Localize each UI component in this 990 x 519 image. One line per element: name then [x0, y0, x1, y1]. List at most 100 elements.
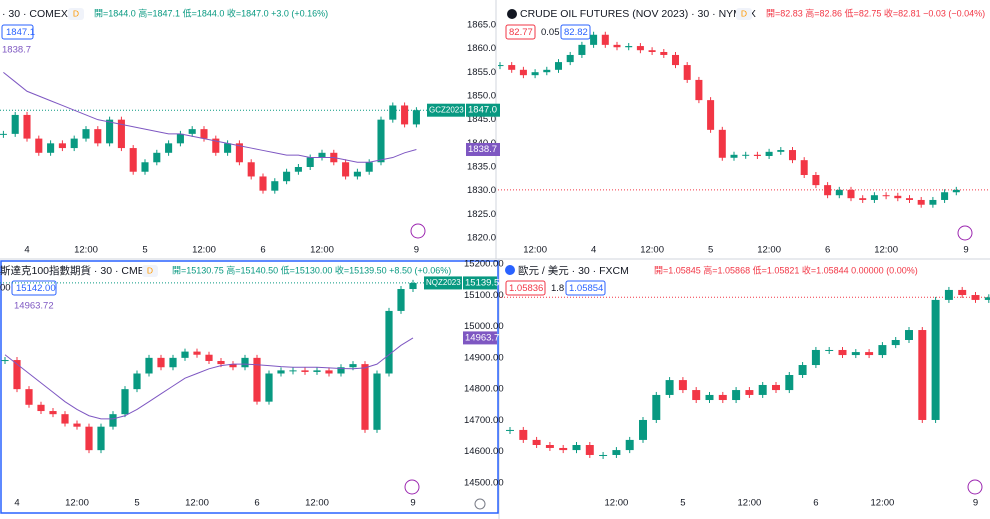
y-tick-label: 1845.0: [467, 114, 496, 125]
candle: [625, 46, 633, 48]
symbol-title[interactable]: · 30 · COMEX: [2, 8, 68, 20]
alert-icon[interactable]: [404, 479, 420, 495]
candle: [625, 439, 634, 451]
x-tick-label: 12:00: [757, 245, 781, 256]
candle: [94, 129, 102, 144]
x-tick-label: 12:00: [605, 498, 629, 509]
candle: [665, 380, 674, 395]
candle: [671, 54, 680, 66]
candle: [133, 373, 141, 390]
price-box[interactable]: [505, 280, 546, 296]
settings-icon[interactable]: [474, 498, 486, 510]
y-tick-label: 1865.0: [467, 20, 496, 31]
candle: [109, 414, 117, 427]
candle: [289, 370, 297, 372]
candle: [718, 129, 726, 158]
candle: [205, 354, 213, 361]
candle: [377, 119, 385, 163]
y-tick-label: 14900.00: [464, 352, 504, 363]
price-box[interactable]: [560, 24, 591, 40]
candle: [97, 426, 105, 451]
candle: [599, 454, 608, 456]
candle: [342, 162, 350, 177]
candle: [612, 450, 621, 455]
candle: [745, 390, 754, 395]
ma-price-tag: [463, 331, 497, 345]
candle: [812, 175, 820, 186]
alert-icon[interactable]: [957, 225, 973, 241]
price-box[interactable]: [505, 24, 536, 40]
candle: [508, 65, 516, 70]
candle: [894, 195, 902, 199]
price-box[interactable]: [1, 24, 34, 40]
candle: [578, 44, 586, 55]
candle: [554, 62, 563, 70]
alert-icon[interactable]: [967, 479, 983, 495]
candle: [865, 352, 874, 356]
candle: [318, 152, 326, 158]
candle: [247, 162, 255, 177]
price-box-text: 82.77: [509, 27, 533, 38]
candle: [683, 65, 691, 80]
candle: [905, 198, 914, 200]
plot: [0, 279, 462, 454]
x-tick-label: 4: [24, 245, 29, 256]
x-tick-label: 5: [134, 498, 139, 509]
candle: [217, 360, 225, 365]
candle: [811, 349, 820, 366]
candle: [870, 195, 878, 200]
x-tick-label: 6: [254, 498, 259, 509]
candle: [636, 46, 644, 51]
candle: [385, 310, 393, 374]
y-tick-label: 1830.0: [467, 185, 496, 196]
candle: [176, 133, 184, 144]
candle: [878, 345, 887, 356]
candle: [971, 295, 980, 300]
spread: 00: [0, 283, 11, 294]
candle: [13, 360, 21, 390]
x-tick-label: 12:00: [640, 245, 664, 256]
candle: [337, 367, 345, 374]
candle: [601, 34, 609, 45]
y-tick-label: 1855.0: [467, 67, 496, 78]
ohlc: 開=1844.0 高=1847.1 低=1844.0 收=1847.0 +3.0…: [94, 7, 328, 18]
candle: [859, 198, 867, 200]
candle: [277, 370, 285, 374]
y-tick-label: 14800.00: [464, 384, 504, 395]
candle: [188, 129, 196, 134]
candle: [678, 380, 687, 391]
price-box[interactable]: [11, 280, 57, 296]
x-tick-label: 5: [142, 245, 147, 256]
symbol-title[interactable]: 歐元 / 美元 · 30 · FXCM: [518, 264, 629, 277]
symbol-icon: [507, 9, 517, 19]
price-box[interactable]: [565, 280, 606, 296]
y-tick-label: 1860.0: [467, 43, 496, 54]
spread: 1.8: [551, 283, 564, 294]
symbol-title[interactable]: 斯達克100指數期貨 · 30 · CME: [0, 264, 145, 277]
candle: [952, 189, 960, 193]
candle: [35, 138, 43, 153]
y-tick-label: 1825.0: [467, 209, 496, 220]
plot: [501, 286, 990, 459]
candle: [732, 390, 741, 401]
badge-bg: [142, 265, 158, 277]
y-tick-label: 14600.00: [464, 446, 504, 457]
y-tick-label: 15000.00: [464, 321, 504, 332]
candle: [753, 154, 761, 156]
y-tick-label: 14500.00: [464, 478, 504, 489]
candle: [117, 119, 125, 149]
candle: [882, 195, 890, 197]
candle: [313, 370, 321, 372]
alert-icon[interactable]: [410, 223, 426, 239]
candle: [153, 152, 161, 163]
candle: [590, 34, 598, 45]
active-panel-border: [0, 260, 499, 514]
badge: D: [73, 8, 79, 18]
candle: [294, 167, 302, 172]
candle: [519, 69, 527, 76]
candle: [61, 414, 69, 424]
candle: [25, 389, 33, 405]
candle: [772, 384, 780, 391]
symbol-title[interactable]: CRUDE OIL FUTURES (NOV 2023) · 30 · NYME…: [520, 8, 756, 20]
